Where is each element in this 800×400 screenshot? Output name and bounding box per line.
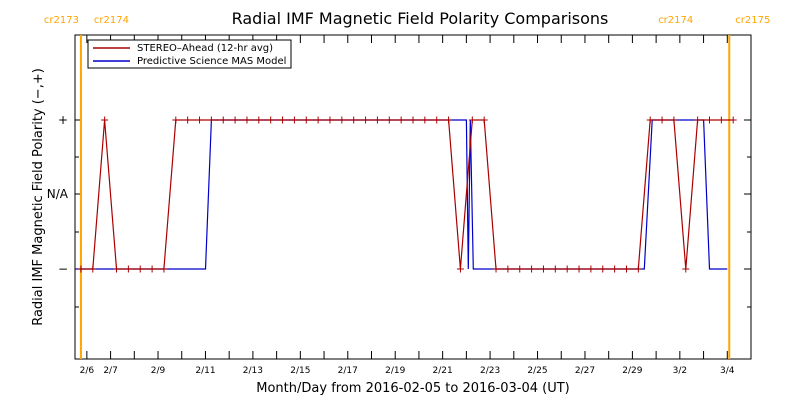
y-tick-label: − <box>58 262 68 276</box>
data-point <box>160 265 168 273</box>
data-point <box>658 116 666 124</box>
y-axis-ticks: − N/A + <box>47 113 751 308</box>
data-point <box>682 265 690 273</box>
legend-label-mas: Predictive Science MAS Model <box>137 56 286 67</box>
data-point <box>338 116 346 124</box>
cr-label-right: cr2174 <box>94 15 129 26</box>
data-point <box>622 265 630 273</box>
data-point <box>717 116 725 124</box>
x-tick-label: 2/6 <box>80 366 95 376</box>
data-point <box>279 116 287 124</box>
data-point <box>124 265 132 273</box>
data-point <box>599 265 607 273</box>
data-point <box>575 265 583 273</box>
data-point <box>551 265 559 273</box>
data-point <box>456 265 464 273</box>
cr-label-left: cr2174 <box>658 15 693 26</box>
cr-label-left: cr2173 <box>44 15 79 26</box>
chart-title: Radial IMF Magnetic Field Polarity Compa… <box>232 9 609 28</box>
data-point <box>587 265 595 273</box>
data-point <box>611 265 619 273</box>
x-tick-label: 2/21 <box>433 366 453 376</box>
x-tick-label: 2/7 <box>103 366 117 376</box>
x-tick-label: 2/27 <box>575 366 595 376</box>
data-point <box>528 265 536 273</box>
x-tick-label: 2/13 <box>243 366 263 376</box>
data-point <box>184 116 192 124</box>
x-tick-label: 3/4 <box>720 366 735 376</box>
data-point <box>77 265 85 273</box>
x-tick-label: 3/2 <box>673 366 687 376</box>
x-tick-label: 2/17 <box>338 366 358 376</box>
legend-box <box>87 39 292 69</box>
x-axis-ticks: 2/6 2/7 2/9 2/11 2/13 2/15 2/17 2/19 2/21 2/23 2/2… <box>80 35 735 376</box>
data-point <box>646 116 654 124</box>
carrington-rotation-markers: cr2173 cr2174 cr2174 cr2175 <box>44 15 770 359</box>
series-layer <box>75 116 737 273</box>
y-tick-label: + <box>58 113 68 127</box>
legend: STEREO–Ahead (12-hr avg) Predictive Scie… <box>87 39 292 69</box>
data-point <box>326 116 334 124</box>
data-point <box>445 116 453 124</box>
data-point <box>101 116 109 124</box>
data-point <box>492 265 500 273</box>
data-point <box>729 116 737 124</box>
data-point <box>694 116 702 124</box>
x-tick-label: 2/9 <box>151 366 166 376</box>
x-axis-label: Month/Day from 2016-02-05 to 2016-03-04 … <box>256 381 569 396</box>
x-tick-label: 2/25 <box>527 366 547 376</box>
data-point <box>409 116 417 124</box>
y-tick-label: N/A <box>47 187 69 201</box>
data-point <box>563 265 571 273</box>
data-point <box>196 116 204 124</box>
data-point <box>350 116 358 124</box>
x-tick-label: 2/23 <box>480 366 500 376</box>
data-point <box>302 116 310 124</box>
series-line-mas <box>75 119 728 270</box>
data-point <box>373 116 381 124</box>
data-point <box>539 265 547 273</box>
data-point <box>314 116 322 124</box>
data-point <box>362 116 370 124</box>
data-point <box>267 116 275 124</box>
data-point <box>219 116 227 124</box>
data-point <box>516 265 524 273</box>
data-point <box>255 116 263 124</box>
data-point <box>421 116 429 124</box>
data-point <box>634 265 642 273</box>
cr-label-right: cr2175 <box>735 15 770 26</box>
x-tick-label: 2/19 <box>385 366 405 376</box>
data-point <box>290 116 298 124</box>
data-point <box>231 116 239 124</box>
data-point <box>670 116 678 124</box>
data-point <box>243 116 251 124</box>
data-point <box>89 265 97 273</box>
data-point <box>504 265 512 273</box>
data-point <box>148 265 156 273</box>
data-point <box>136 265 144 273</box>
data-point <box>468 116 476 124</box>
y-axis-label: Radial IMF Magnetic Field Polarity (−,+) <box>31 68 46 326</box>
series-line-stereo <box>80 119 734 270</box>
data-point <box>480 116 488 124</box>
x-tick-label: 2/15 <box>290 366 310 376</box>
data-point <box>207 116 215 124</box>
data-point <box>172 116 180 124</box>
x-tick-label: 2/29 <box>622 366 642 376</box>
plot-frame <box>74 34 752 360</box>
data-point <box>397 116 405 124</box>
data-point <box>113 265 121 273</box>
legend-label-stereo: STEREO–Ahead (12-hr avg) <box>137 43 273 54</box>
data-point <box>433 116 441 124</box>
data-point <box>385 116 393 124</box>
x-tick-label: 2/11 <box>195 366 215 376</box>
data-point <box>705 116 713 124</box>
